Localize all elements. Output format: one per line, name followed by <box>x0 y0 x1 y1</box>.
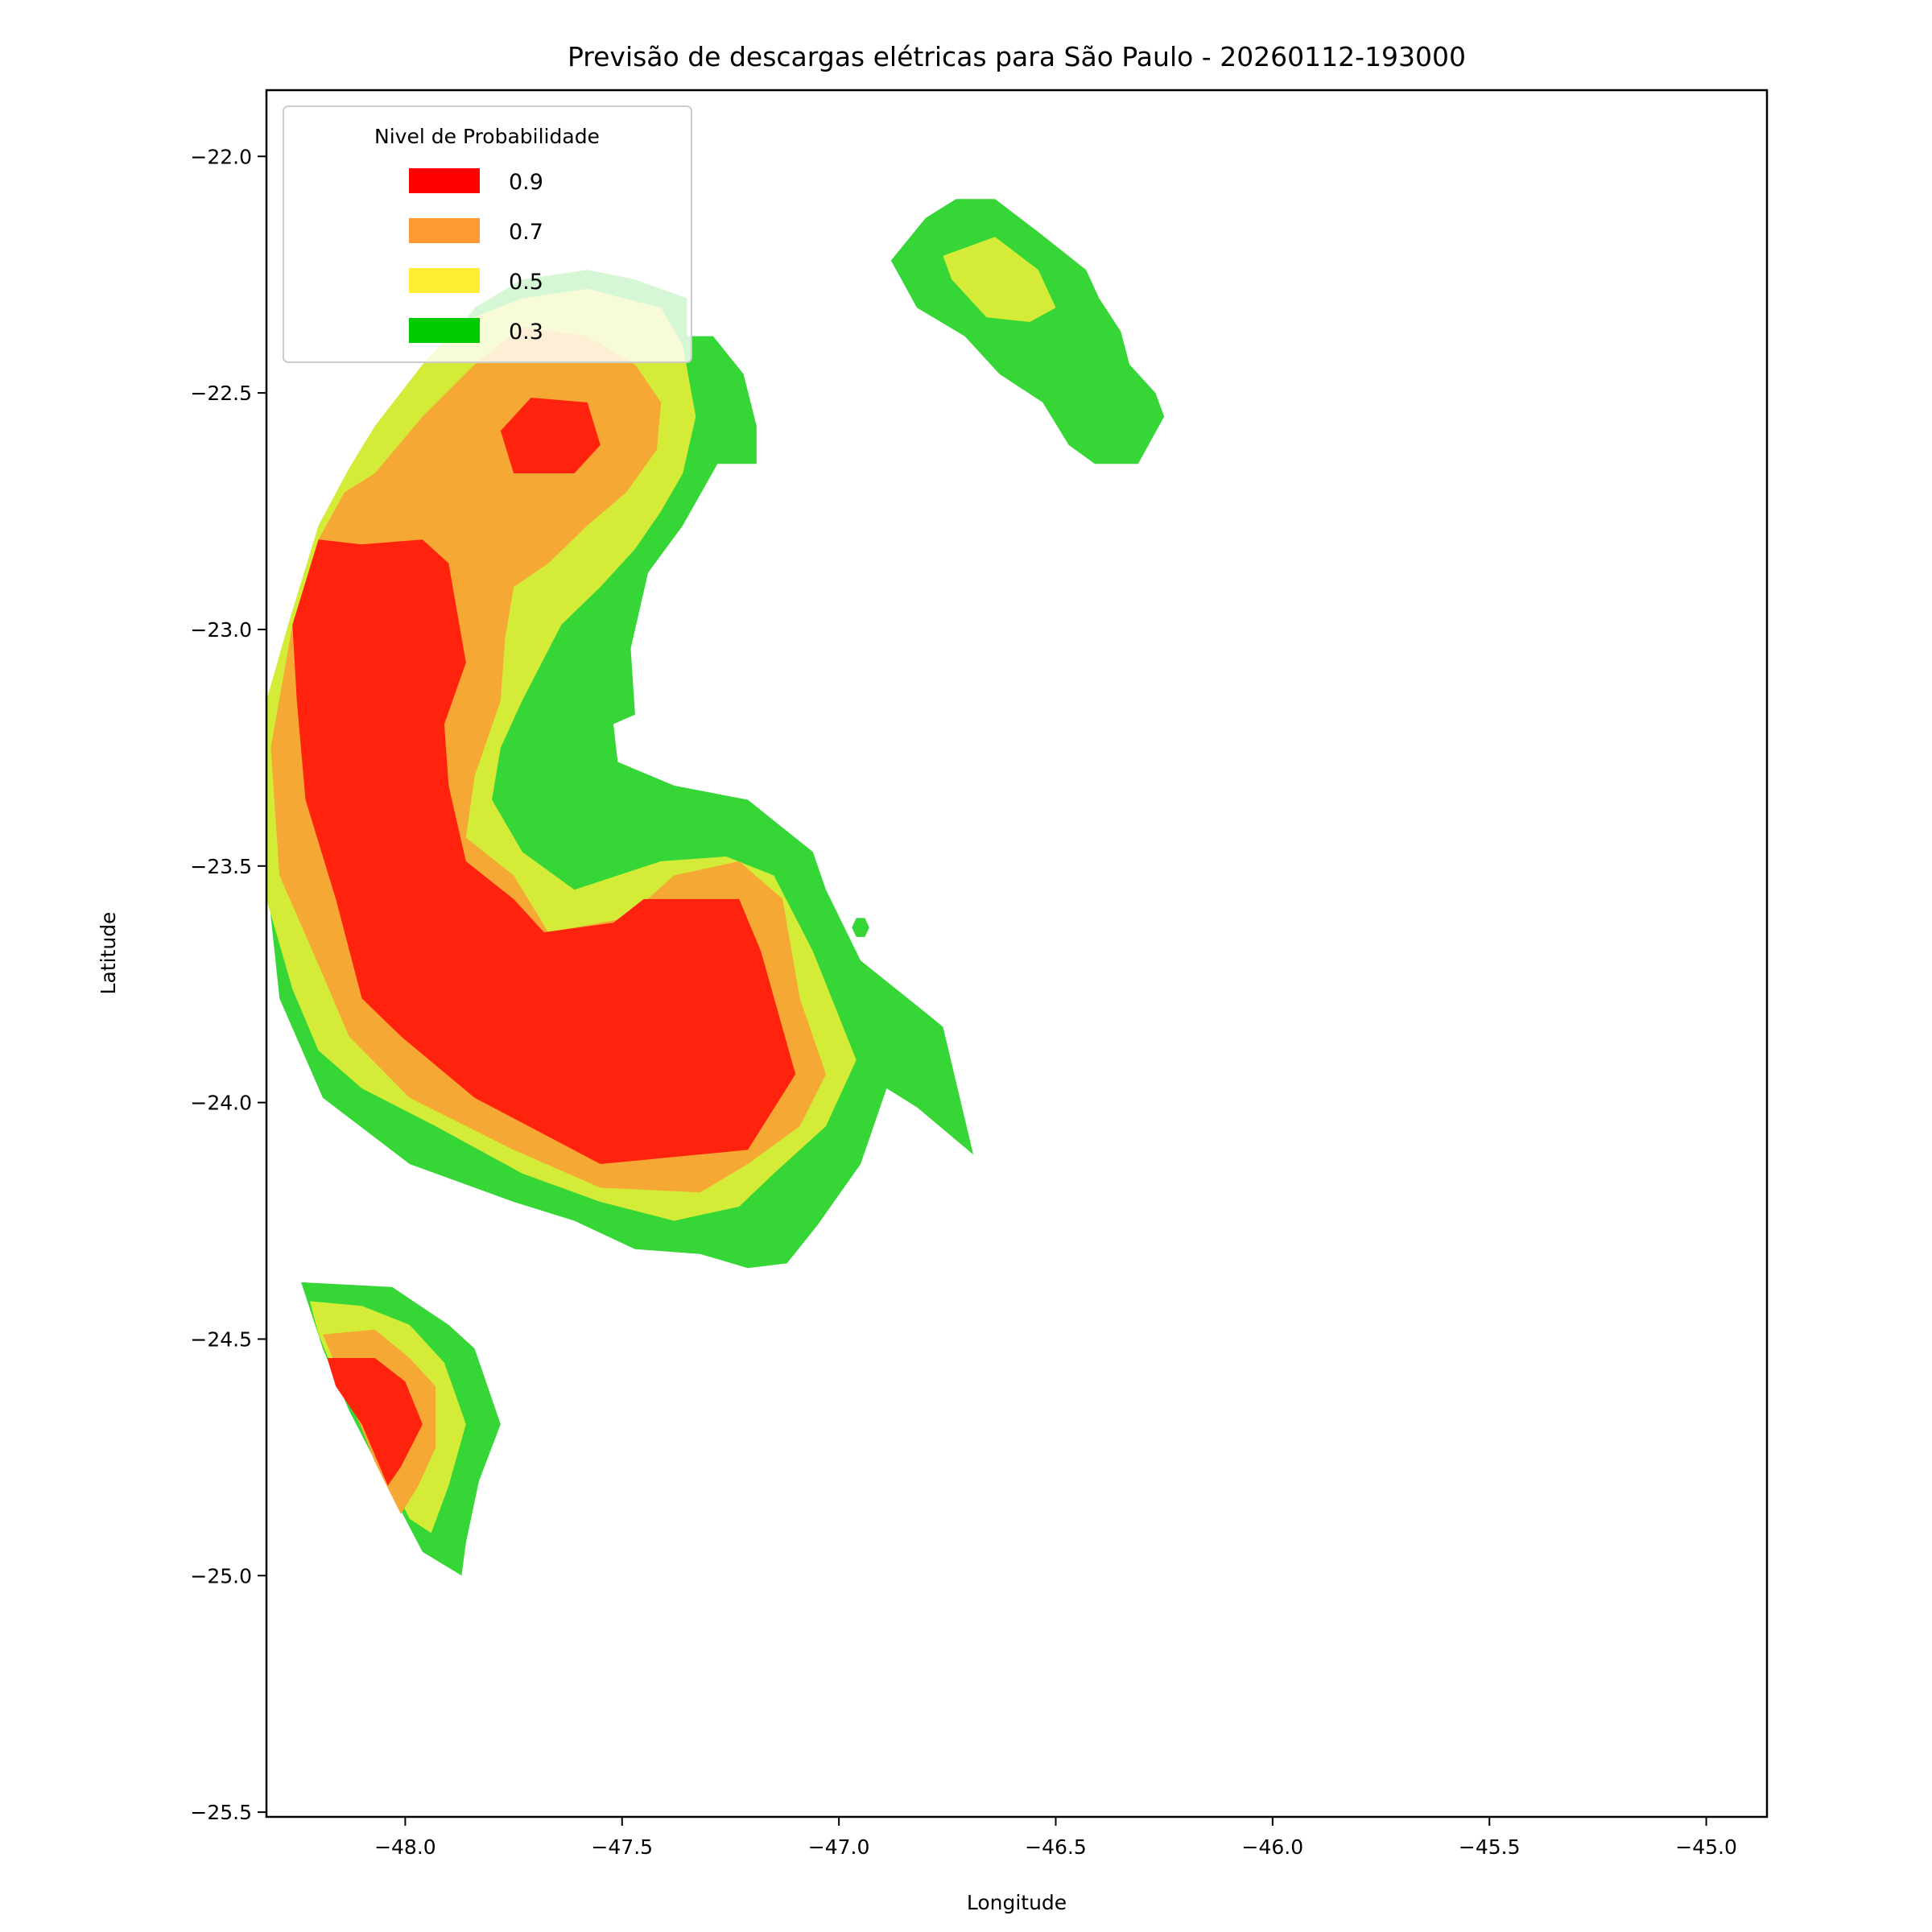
y-tick-label: −22.5 <box>190 382 252 405</box>
x-tick-label: −46.5 <box>1025 1835 1087 1859</box>
x-tick-label: −48.0 <box>374 1835 436 1859</box>
legend-entry-0.3: 0.3 <box>409 318 543 345</box>
x-tick-label: −45.0 <box>1675 1835 1737 1859</box>
contour-region-0.9 <box>500 398 601 473</box>
x-axis-label: Longitude <box>967 1891 1067 1914</box>
legend-swatch <box>409 218 480 243</box>
y-tick-label: −22.0 <box>190 145 252 168</box>
legend-entry-0.9: 0.9 <box>409 168 543 195</box>
legend-label: 0.9 <box>509 170 543 195</box>
y-tick-label: −23.0 <box>190 618 252 642</box>
legend-title: Nivel de Probabilidade <box>374 125 600 148</box>
x-tick-label: −47.5 <box>591 1835 653 1859</box>
legend-swatch <box>409 318 480 343</box>
y-tick-label: −24.0 <box>190 1092 252 1115</box>
contour-region-0.9 <box>327 1358 423 1486</box>
y-tick-label: −23.5 <box>190 855 252 878</box>
y-tick-label: −25.0 <box>190 1564 252 1587</box>
legend-entry-0.7: 0.7 <box>409 218 543 245</box>
legend-entry-0.5: 0.5 <box>409 268 543 295</box>
contour-region-0.3 <box>852 918 869 937</box>
legend-swatch <box>409 268 480 293</box>
contour-region-0.3 <box>890 199 1165 464</box>
contour-regions <box>266 199 1165 1576</box>
y-tick-label: −25.5 <box>190 1801 252 1824</box>
legend-box <box>283 105 692 363</box>
contour-region-0.5 <box>943 237 1056 322</box>
y-axis-label: Latitude <box>97 912 120 995</box>
x-tick-label: −47.0 <box>808 1835 870 1859</box>
chart-title: Previsão de descargas elétricas para São… <box>568 41 1466 72</box>
y-tick-label: −24.5 <box>190 1327 252 1351</box>
y-axis-ticks: −22.0 −22.5 −23.0 −23.5 −24.0 −24.5 −25.0 −25.5 <box>190 145 266 1824</box>
legend-swatch <box>409 168 480 193</box>
x-tick-label: −45.5 <box>1459 1835 1521 1859</box>
legend-label: 0.7 <box>509 220 543 245</box>
legend: Nivel de Probabilidade 0.9 0.7 0.5 0.3 <box>283 105 692 363</box>
x-axis-ticks: −48.0 −47.5 −47.0 −46.5 −46.0 −45.5 −45.0 <box>374 1817 1737 1859</box>
legend-label: 0.5 <box>509 270 543 295</box>
contour-region-0.9 <box>292 539 796 1164</box>
legend-label: 0.3 <box>509 320 543 345</box>
plot-frame <box>265 89 1769 1818</box>
x-tick-label: −46.0 <box>1242 1835 1304 1859</box>
